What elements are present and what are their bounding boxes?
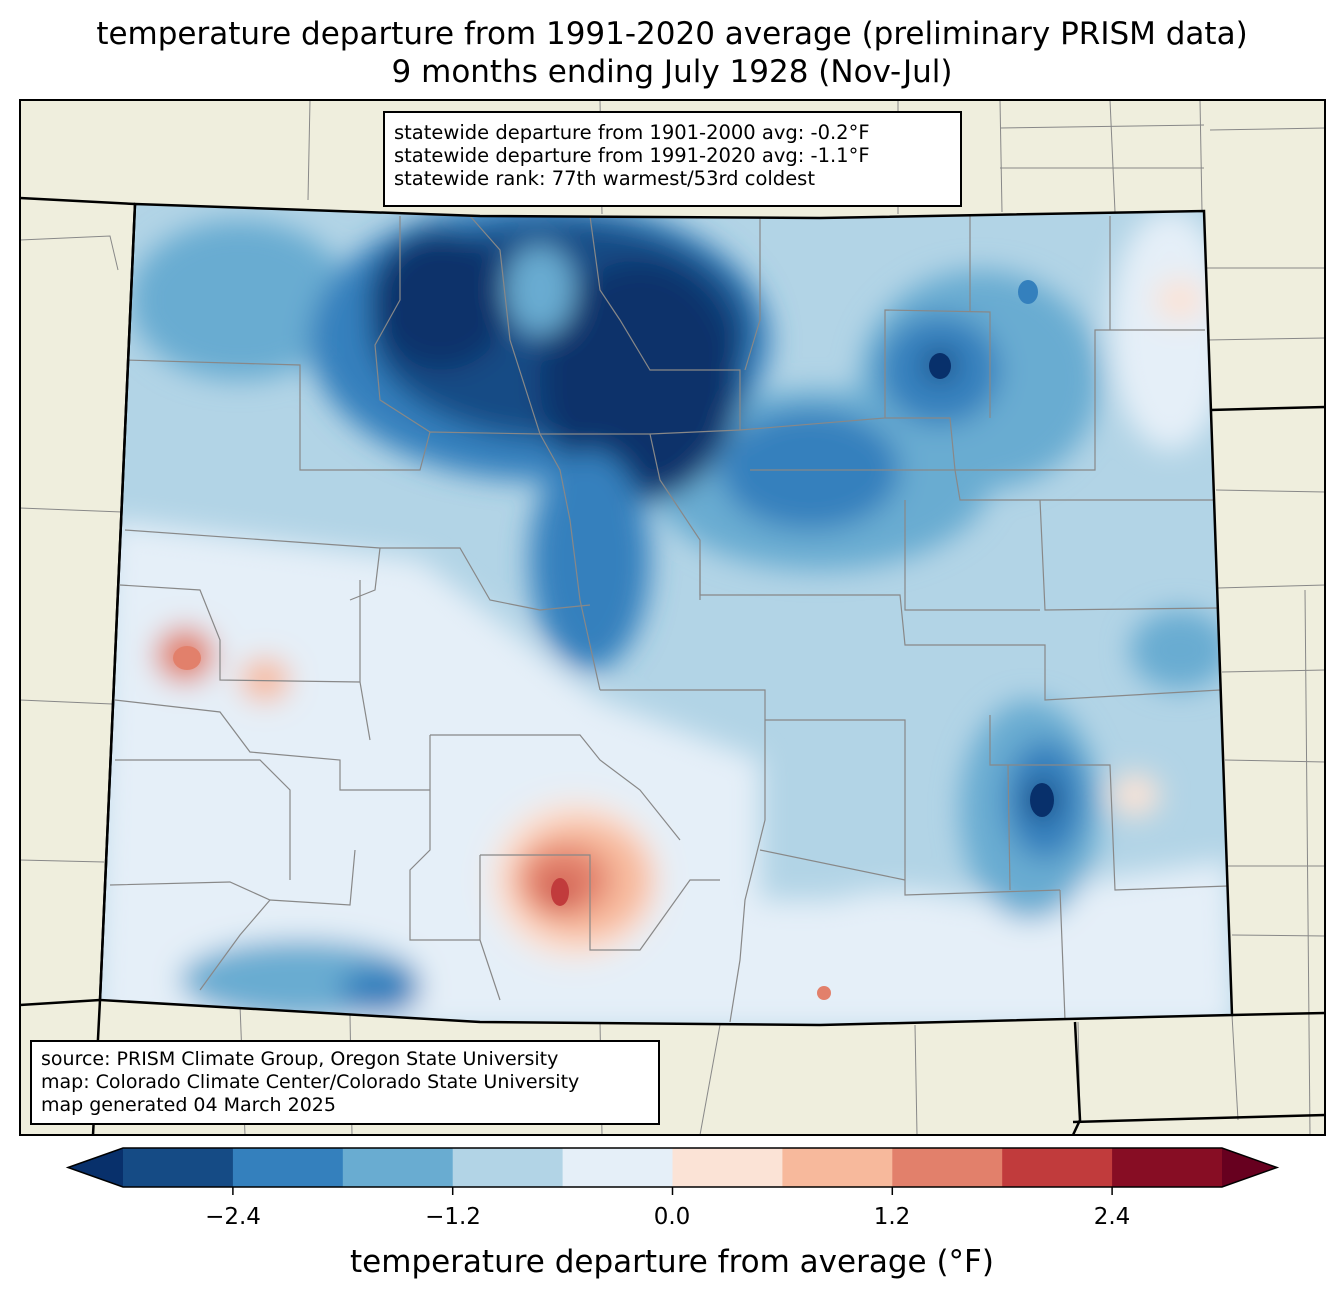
colorbar-segment bbox=[452, 1148, 564, 1187]
generated-date-line: map generated 04 March 2025 bbox=[41, 1094, 336, 1116]
colorbar-segment bbox=[123, 1148, 234, 1187]
colorbar-segment bbox=[892, 1148, 1003, 1187]
colorbar-tick-label: 2.4 bbox=[1093, 1204, 1131, 1230]
map-border bbox=[19, 99, 1326, 1136]
map-title: temperature departure from 1991-2020 ave… bbox=[96, 16, 1248, 52]
map-credit-line: map: Colorado Climate Center/Colorado St… bbox=[41, 1071, 580, 1093]
colorbar-over-arrow bbox=[1222, 1148, 1277, 1187]
statewide-stats-box: statewide departure from 1901-2000 avg: … bbox=[383, 111, 962, 207]
temperature-field bbox=[100, 204, 1232, 1025]
colorbar bbox=[65, 1147, 1280, 1195]
colorbar-tick-label: −1.2 bbox=[425, 1204, 481, 1230]
colorbar-under-arrow bbox=[68, 1148, 123, 1187]
stats-line-1991-2020: statewide departure from 1991-2020 avg: … bbox=[394, 144, 870, 167]
colorbar-segment bbox=[342, 1148, 454, 1187]
source-box: source: PRISM Climate Group, Oregon Stat… bbox=[30, 1040, 660, 1125]
colorbar-segment bbox=[232, 1148, 344, 1187]
map-subtitle: 9 months ending July 1928 (Nov-Jul) bbox=[391, 54, 953, 90]
colorbar-segment bbox=[782, 1148, 893, 1187]
source-line: source: PRISM Climate Group, Oregon Stat… bbox=[41, 1048, 559, 1070]
colorbar-tick-label: 0.0 bbox=[653, 1204, 691, 1230]
stats-line-1901-2000: statewide departure from 1901-2000 avg: … bbox=[394, 121, 870, 144]
stats-line-rank: statewide rank: 77th warmest/53rd coldes… bbox=[394, 167, 815, 190]
colorbar-tick-label: 1.2 bbox=[873, 1204, 911, 1230]
colorbar-label: temperature departure from average (°F) bbox=[350, 1244, 994, 1280]
colorbar-tick-label: −2.4 bbox=[205, 1204, 261, 1230]
colorbar-segment bbox=[562, 1148, 673, 1187]
colorbar-segment bbox=[1002, 1148, 1113, 1187]
colorbar-outline bbox=[65, 1147, 1280, 1188]
colorbar-segment bbox=[1112, 1148, 1223, 1187]
colorbar-segment bbox=[672, 1148, 783, 1187]
